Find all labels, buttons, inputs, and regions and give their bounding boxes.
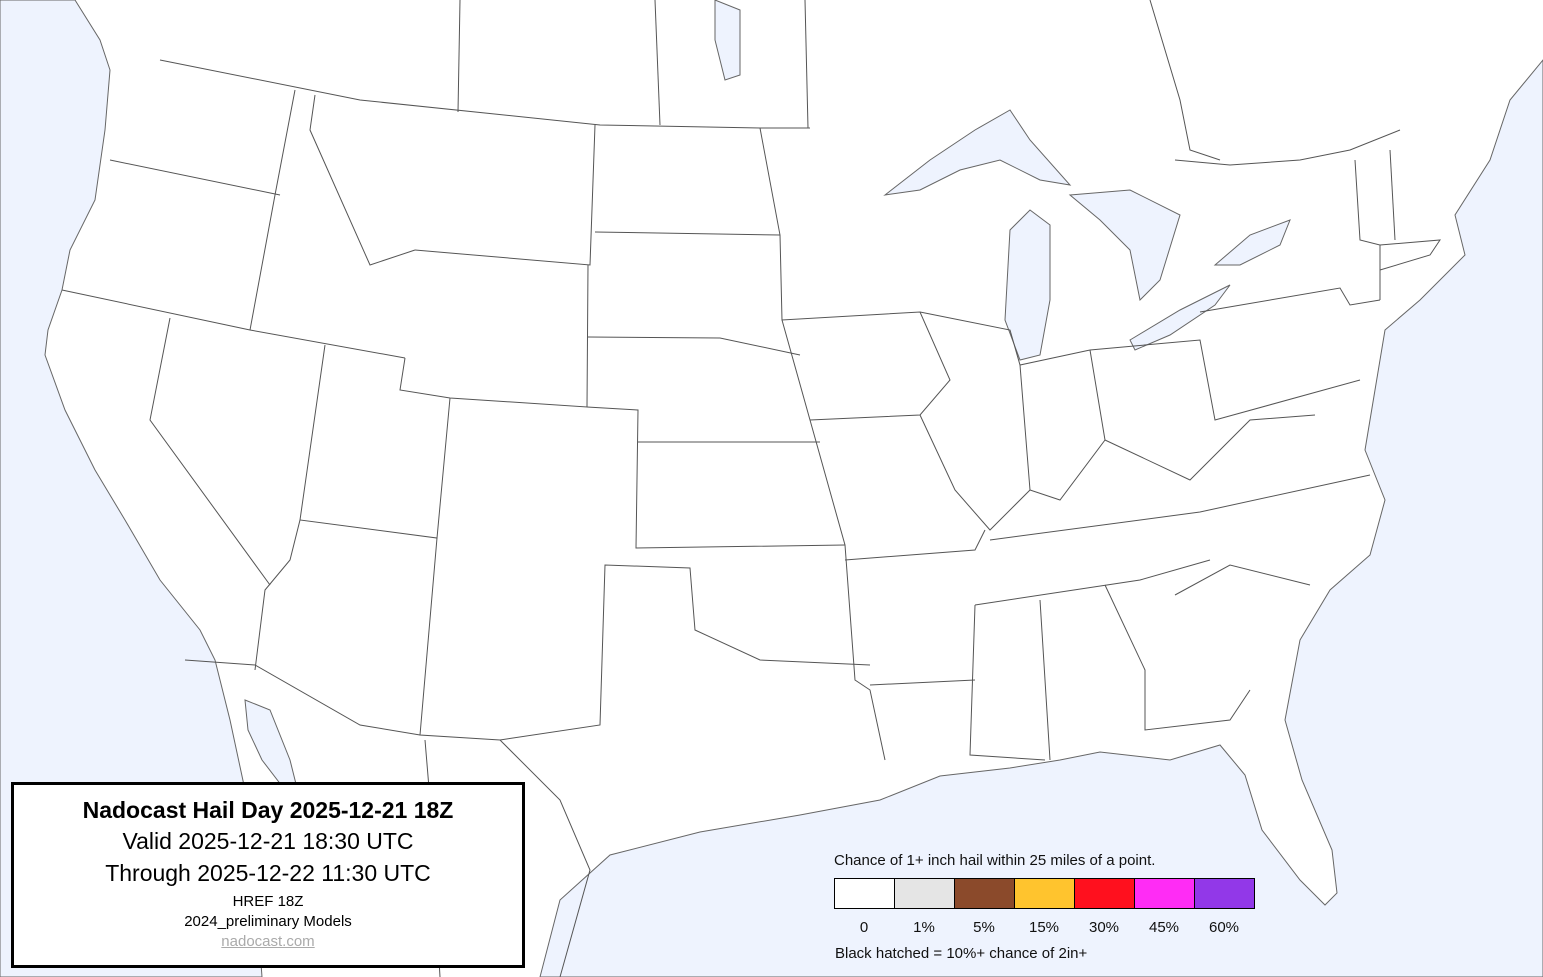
- legend-tick-label: 1%: [913, 919, 935, 936]
- legend-swatch: [835, 879, 895, 908]
- legend-swatch: [1195, 879, 1254, 908]
- legend-tick-label: 30%: [1088, 919, 1120, 936]
- legend-tick-label: 5%: [973, 919, 995, 936]
- lake-huron: [1068, 189, 1181, 302]
- lake-erie: [1129, 284, 1231, 351]
- hatch-note: Black hatched = 10%+ chance of 2in+: [835, 945, 1088, 962]
- hail-legend: Chance of 1+ inch hail within 25 miles o…: [834, 852, 1255, 962]
- lake-winnipeg: [714, 0, 741, 81]
- lake-superior: [883, 109, 1072, 196]
- forecast-title-box: Nadocast Hail Day 2025-12-21 18Z Valid 2…: [11, 782, 525, 968]
- legend-swatch: [955, 879, 1015, 908]
- gulf-and-atlantic: [539, 59, 1543, 977]
- state-borders: [61, 0, 1441, 977]
- forecast-title: Nadocast Hail Day 2025-12-21 18Z: [82, 797, 454, 823]
- legend-tick-label: 45%: [1148, 919, 1180, 936]
- color-scale: [834, 878, 1255, 909]
- models-version: 2024_preliminary Models: [184, 913, 352, 930]
- legend-tick-label: 0: [859, 919, 869, 936]
- legend-swatch: [1015, 879, 1075, 908]
- legend-swatch: [895, 879, 955, 908]
- lake-ontario: [1213, 219, 1291, 266]
- legend-tick-label: 15%: [1028, 919, 1060, 936]
- model-name: HREF 18Z: [232, 893, 304, 910]
- legend-swatch: [1075, 879, 1135, 908]
- through-time: Through 2025-12-22 11:30 UTC: [105, 860, 431, 886]
- legend-tick-label: 60%: [1208, 919, 1240, 936]
- legend-swatch: [1135, 879, 1195, 908]
- lake-michigan: [1004, 209, 1051, 361]
- valid-time: Valid 2025-12-21 18:30 UTC: [122, 828, 414, 854]
- nadocast-link[interactable]: nadocast.com: [221, 933, 315, 950]
- legend-caption: Chance of 1+ inch hail within 25 miles o…: [834, 852, 1156, 869]
